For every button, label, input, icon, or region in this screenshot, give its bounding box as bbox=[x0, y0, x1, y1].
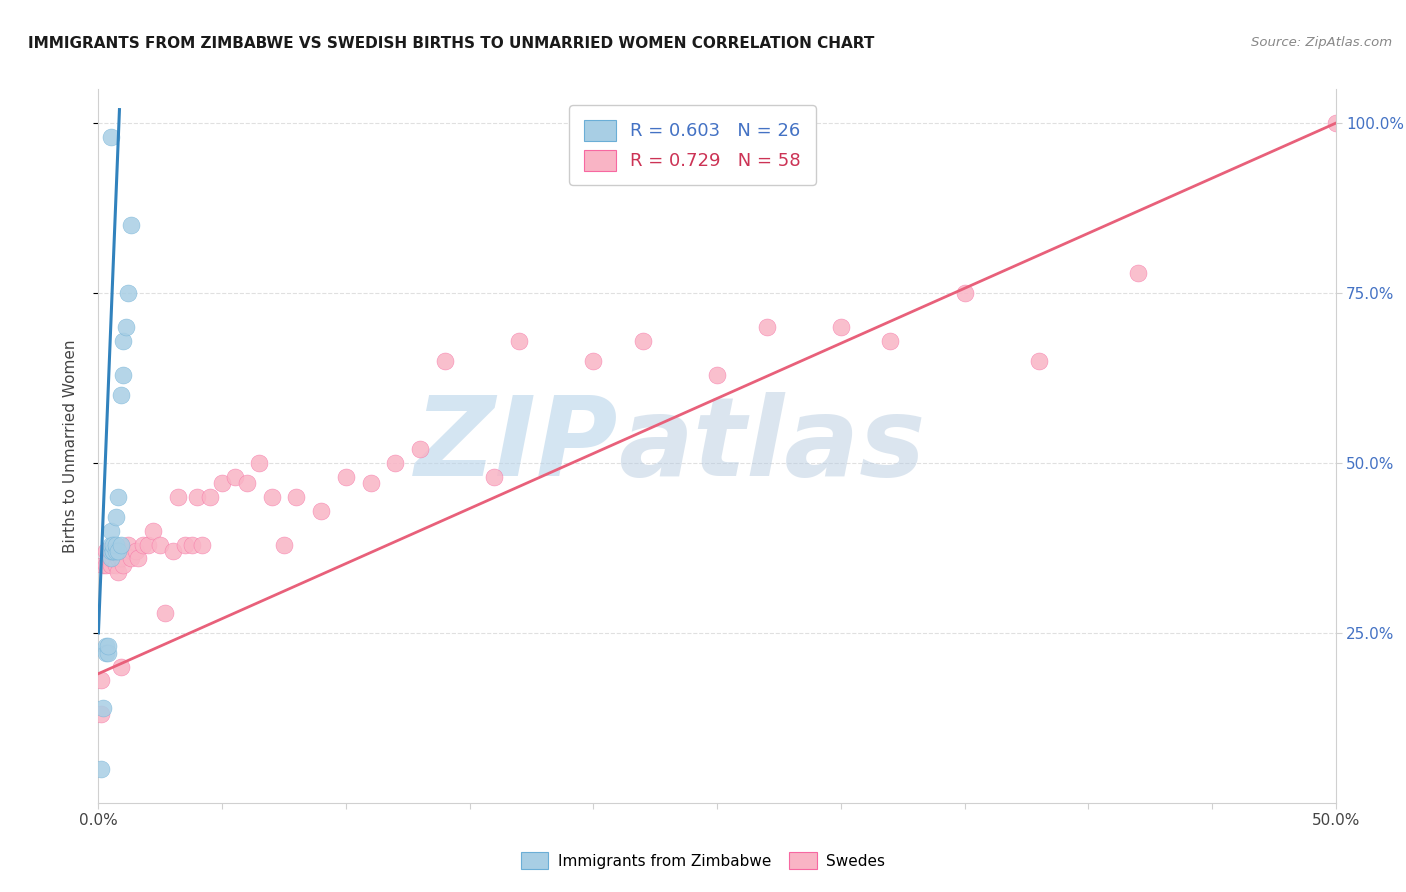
Point bbox=[97, 646, 120, 660]
Point bbox=[110, 388, 132, 402]
Point bbox=[433, 354, 456, 368]
Point bbox=[90, 707, 112, 722]
Point bbox=[100, 551, 122, 566]
Point bbox=[384, 456, 406, 470]
Point bbox=[155, 606, 177, 620]
Point bbox=[110, 537, 132, 551]
Point bbox=[104, 510, 127, 524]
Point bbox=[166, 490, 188, 504]
Text: IMMIGRANTS FROM ZIMBABWE VS SWEDISH BIRTHS TO UNMARRIED WOMEN CORRELATION CHART: IMMIGRANTS FROM ZIMBABWE VS SWEDISH BIRT… bbox=[28, 36, 875, 51]
Point bbox=[879, 334, 901, 348]
Text: atlas: atlas bbox=[619, 392, 925, 500]
Point bbox=[260, 490, 283, 504]
Point bbox=[484, 469, 506, 483]
Point bbox=[127, 551, 149, 566]
Point bbox=[100, 558, 122, 572]
Point bbox=[103, 537, 125, 551]
Point bbox=[100, 551, 122, 566]
Legend: Immigrants from Zimbabwe, Swedes: Immigrants from Zimbabwe, Swedes bbox=[515, 846, 891, 875]
Point bbox=[174, 537, 197, 551]
Point bbox=[100, 537, 122, 551]
Point bbox=[90, 762, 112, 776]
Point bbox=[103, 544, 125, 558]
Point bbox=[97, 551, 120, 566]
Point bbox=[142, 524, 165, 538]
Point bbox=[360, 476, 382, 491]
Point bbox=[224, 469, 246, 483]
Point bbox=[285, 490, 308, 504]
Text: ZIP: ZIP bbox=[415, 392, 619, 500]
Point bbox=[162, 544, 184, 558]
Point bbox=[110, 551, 132, 566]
Point bbox=[953, 286, 976, 301]
Point bbox=[309, 503, 332, 517]
Point bbox=[112, 558, 135, 572]
Point bbox=[107, 565, 129, 579]
Point bbox=[103, 544, 125, 558]
Point bbox=[1324, 116, 1347, 130]
Point bbox=[104, 544, 127, 558]
Point bbox=[755, 320, 778, 334]
Y-axis label: Births to Unmarried Women: Births to Unmarried Women bbox=[63, 339, 77, 553]
Point bbox=[100, 544, 122, 558]
Point bbox=[90, 673, 112, 688]
Point bbox=[191, 537, 214, 551]
Point bbox=[110, 660, 132, 674]
Point bbox=[94, 558, 117, 572]
Point bbox=[273, 537, 295, 551]
Point bbox=[247, 456, 270, 470]
Point bbox=[94, 640, 117, 654]
Point bbox=[107, 544, 129, 558]
Point bbox=[181, 537, 204, 551]
Point bbox=[112, 334, 135, 348]
Point bbox=[132, 537, 155, 551]
Point bbox=[107, 551, 129, 566]
Point bbox=[112, 544, 135, 558]
Point bbox=[149, 537, 172, 551]
Point bbox=[124, 544, 146, 558]
Point bbox=[582, 354, 605, 368]
Point bbox=[117, 537, 139, 551]
Text: Source: ZipAtlas.com: Source: ZipAtlas.com bbox=[1251, 36, 1392, 49]
Point bbox=[508, 334, 530, 348]
Point bbox=[103, 544, 125, 558]
Point bbox=[114, 320, 136, 334]
Legend: R = 0.603   N = 26, R = 0.729   N = 58: R = 0.603 N = 26, R = 0.729 N = 58 bbox=[569, 105, 815, 185]
Point bbox=[1126, 266, 1149, 280]
Point bbox=[830, 320, 852, 334]
Point bbox=[100, 524, 122, 538]
Point bbox=[120, 218, 142, 232]
Point bbox=[1028, 354, 1050, 368]
Point bbox=[335, 469, 357, 483]
Point bbox=[136, 537, 159, 551]
Point bbox=[93, 700, 115, 714]
Point bbox=[120, 551, 142, 566]
Point bbox=[706, 368, 728, 382]
Point bbox=[104, 537, 127, 551]
Point bbox=[186, 490, 208, 504]
Point bbox=[107, 490, 129, 504]
Point bbox=[117, 286, 139, 301]
Point bbox=[93, 558, 115, 572]
Point bbox=[97, 640, 120, 654]
Point bbox=[236, 476, 259, 491]
Point bbox=[94, 544, 117, 558]
Point bbox=[198, 490, 221, 504]
Point bbox=[100, 129, 122, 144]
Point bbox=[631, 334, 654, 348]
Point bbox=[112, 368, 135, 382]
Point bbox=[94, 646, 117, 660]
Point bbox=[104, 558, 127, 572]
Point bbox=[211, 476, 233, 491]
Point bbox=[103, 551, 125, 566]
Point bbox=[409, 442, 432, 457]
